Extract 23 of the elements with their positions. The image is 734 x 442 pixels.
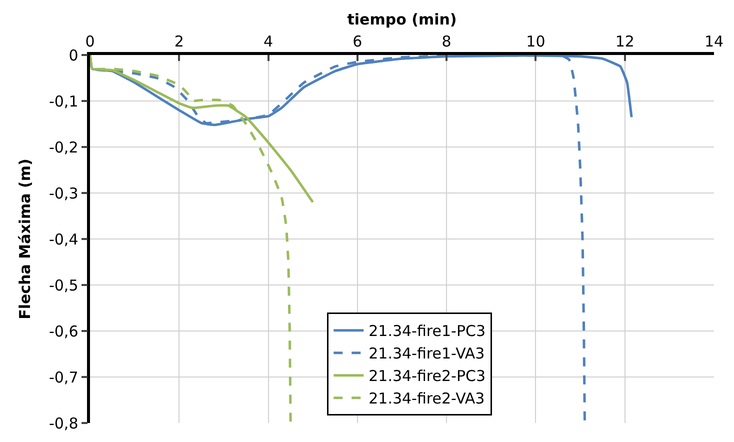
y-tick-label: -0,1	[48, 92, 78, 110]
y-tick-label: -0,4	[48, 230, 78, 248]
x-tick-label: 0	[85, 32, 95, 50]
x-tick-label: 10	[526, 32, 546, 50]
x-tick-label: 8	[442, 32, 452, 50]
y-axis-title: Flecha Máxima (m)	[16, 158, 34, 320]
y-tick-label: -0,7	[48, 368, 78, 386]
legend-label: 21.34-fire1-VA3	[368, 344, 485, 363]
x-tick-label: 14	[704, 32, 724, 50]
x-tick-label: 12	[615, 32, 634, 50]
legend-label: 21.34-fire2-PC3	[368, 367, 486, 386]
y-tick-label: -0,8	[48, 414, 78, 432]
y-tick-label: 0	[68, 46, 78, 64]
x-tick-label: 6	[352, 32, 362, 50]
x-tick-label: 4	[264, 32, 274, 50]
y-tick-label: -0,5	[48, 276, 78, 294]
x-axis-title: tiempo (min)	[347, 10, 457, 28]
legend-label: 21.34-fire2-VA3	[368, 390, 485, 408]
y-tick-label: -0,6	[48, 322, 78, 340]
y-tick-label: -0,2	[48, 138, 78, 156]
y-tick-label: -0,3	[48, 184, 78, 202]
legend-label: 21.34-fire1-PC3	[368, 322, 486, 340]
x-tick-label: 2	[174, 32, 184, 50]
